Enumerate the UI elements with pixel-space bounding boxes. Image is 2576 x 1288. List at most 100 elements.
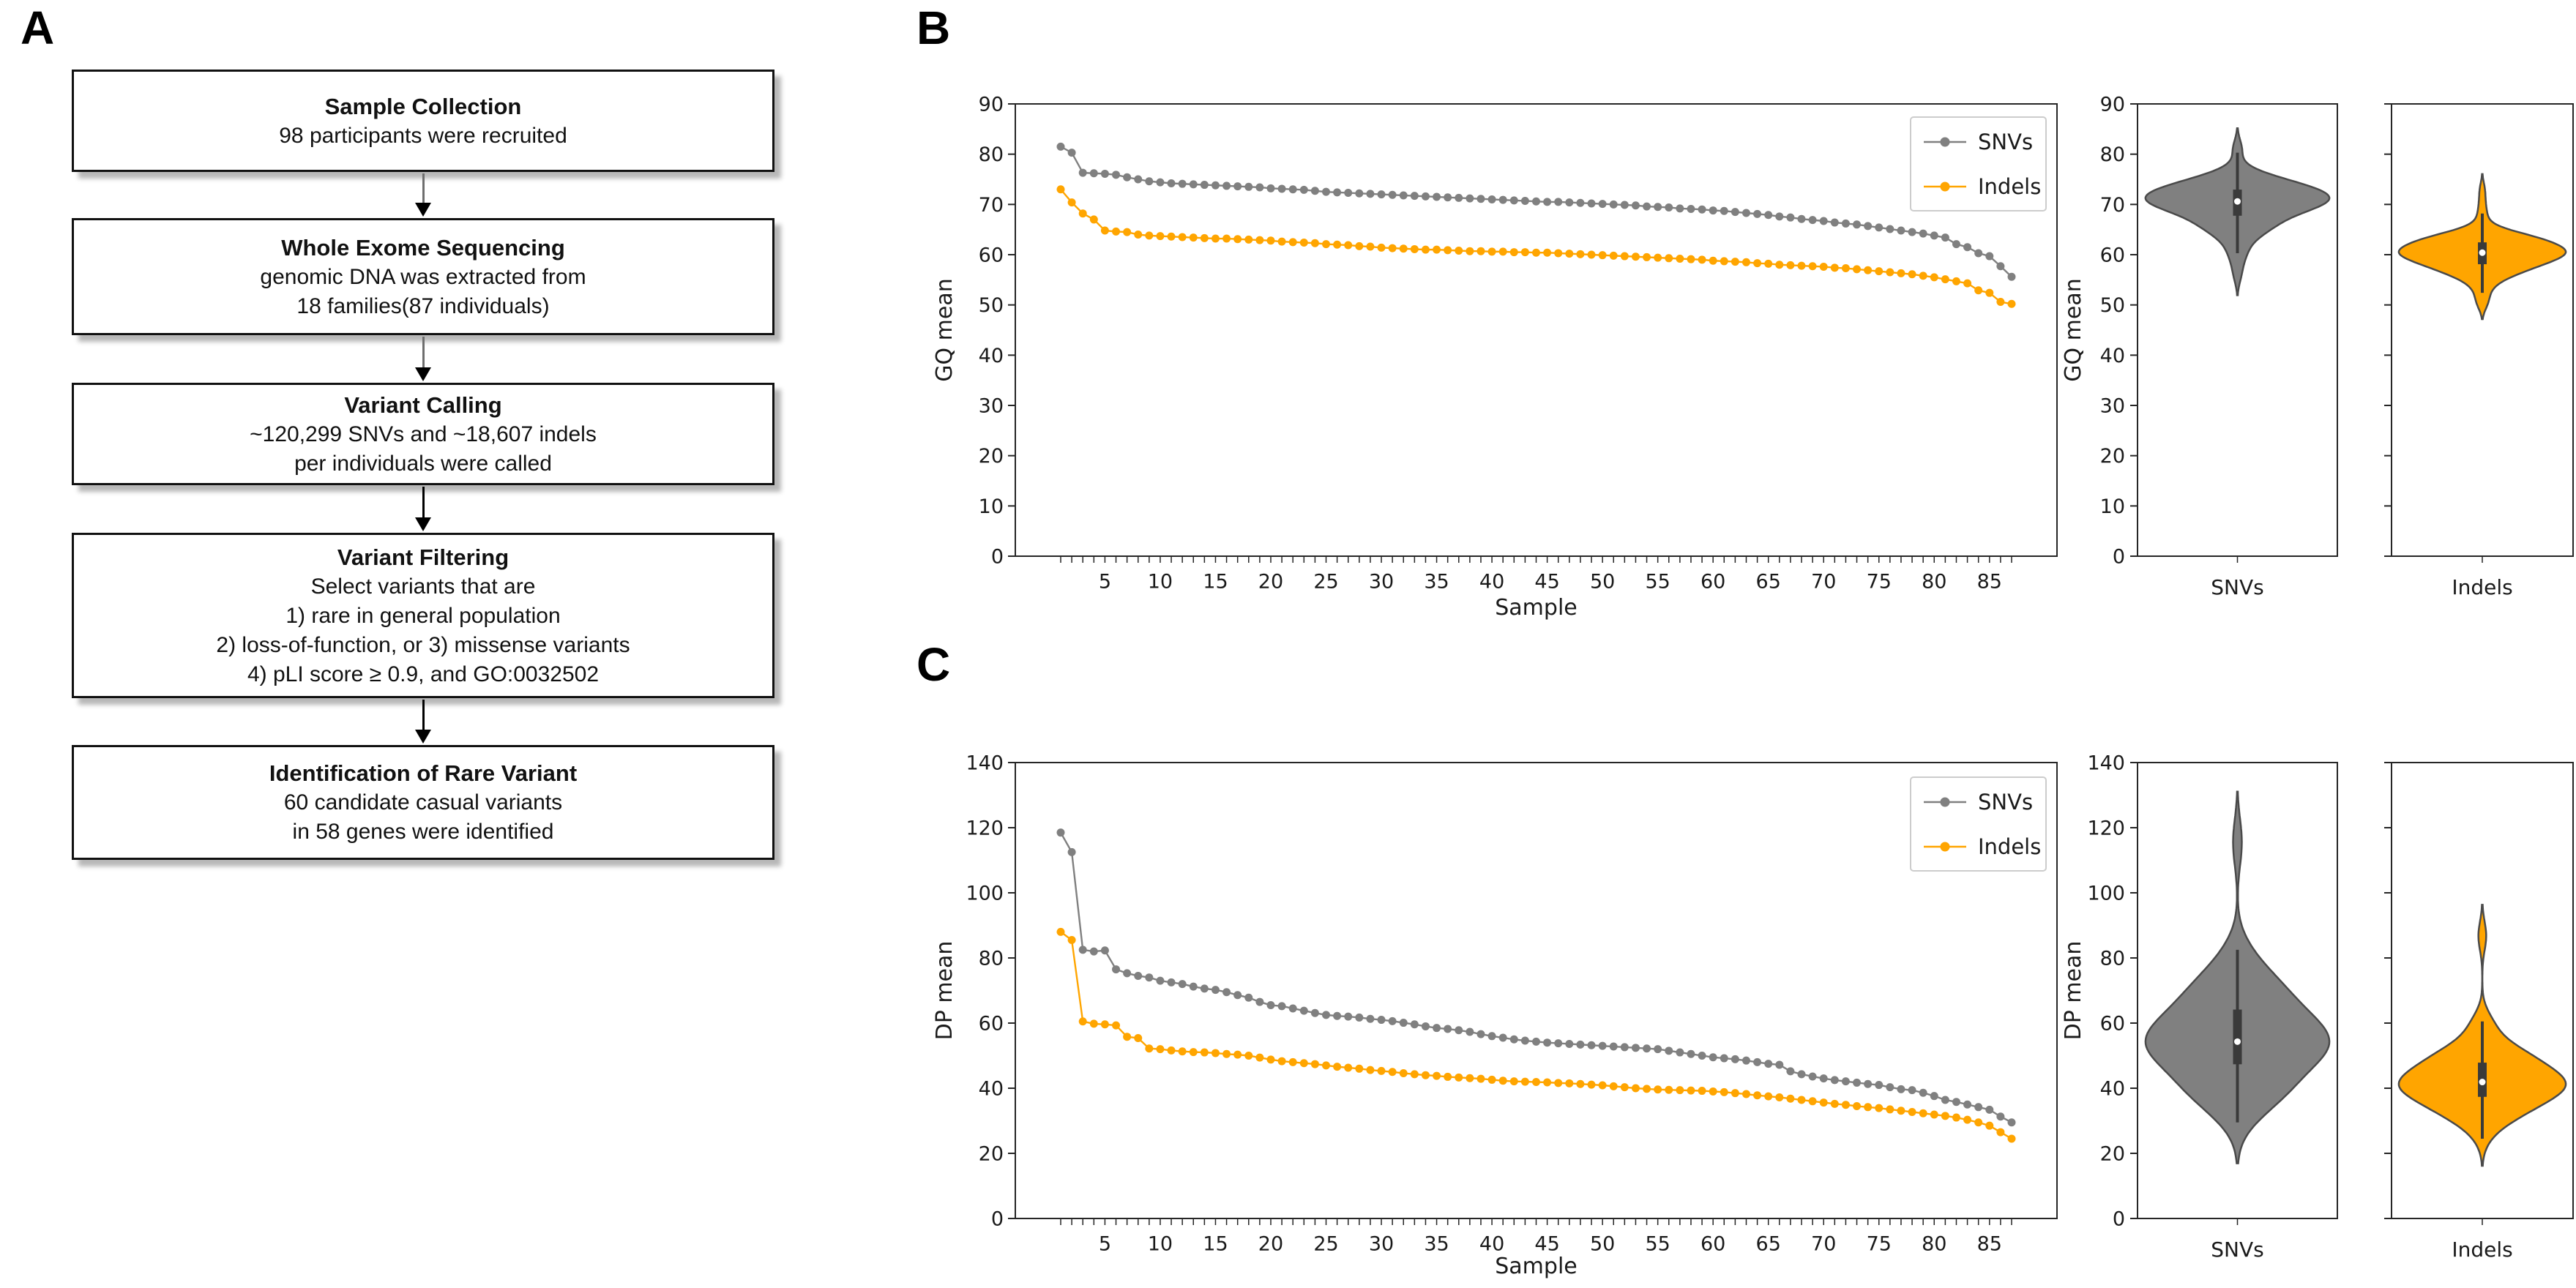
data-point-marker [1476, 195, 1485, 203]
y-tick-label: 20 [979, 1142, 1004, 1165]
data-point-marker [1543, 198, 1552, 206]
data-point-marker [1587, 250, 1596, 259]
data-point-marker [1366, 242, 1375, 251]
data-point-marker [1222, 181, 1231, 190]
data-point-marker [1587, 1080, 1596, 1089]
data-point-marker [1421, 245, 1430, 254]
data-point-marker [1509, 1077, 1518, 1086]
data-point-marker [1266, 1001, 1275, 1010]
data-point-marker [1498, 195, 1507, 204]
data-point-marker [1145, 1044, 1154, 1053]
data-point-marker [1399, 191, 1408, 200]
data-point-marker [1687, 205, 1695, 214]
arrow-shaft [422, 700, 425, 732]
y-tick-label: 80 [979, 143, 1004, 166]
data-point-marker [1355, 242, 1364, 250]
data-point-marker [1433, 192, 1441, 201]
data-point-marker [1476, 1074, 1485, 1083]
legend-label: Indels [1978, 174, 2041, 199]
data-point-marker [1930, 1110, 1938, 1119]
data-point-marker [1886, 225, 1894, 233]
category-label: SNVs [2211, 1238, 2263, 1262]
data-point-marker [1089, 215, 1098, 224]
data-point-marker [1841, 264, 1850, 273]
data-point-marker [1100, 946, 1109, 955]
legend-marker-icon [1940, 181, 1950, 192]
data-point-marker [1853, 265, 1862, 274]
y-axis-title: GQ mean [2061, 278, 2086, 381]
x-tick-label: 40 [1479, 570, 1504, 593]
data-point-marker [1908, 1086, 1916, 1095]
data-point-marker [2007, 272, 2016, 281]
y-tick-label: 140 [966, 752, 1004, 774]
data-point-marker [1897, 1107, 1905, 1115]
data-point-marker [1178, 233, 1187, 242]
flow-box-text-line: 1) rare in general population [285, 603, 561, 628]
data-point-marker [1864, 1103, 1873, 1112]
arrow-head [415, 367, 431, 381]
data-point-marker [1344, 241, 1353, 250]
y-tick-label: 30 [2100, 394, 2125, 417]
data-point-marker [1067, 936, 1076, 945]
flow-box-text-line: genomic DNA was extracted from [260, 264, 586, 289]
data-point-marker [1498, 1077, 1507, 1085]
y-tick-label: 0 [991, 1208, 1004, 1230]
data-point-marker [1310, 1060, 1319, 1068]
panel-c-label: C [916, 638, 951, 691]
x-tick-label: 65 [1756, 570, 1781, 593]
data-point-marker [1875, 1104, 1884, 1112]
data-point-marker [1255, 236, 1264, 244]
data-point-marker [1532, 1078, 1540, 1087]
y-tick-label: 70 [2100, 194, 2125, 217]
data-point-marker [1255, 997, 1264, 1006]
data-point-marker [1200, 984, 1209, 993]
legend-marker-icon [1940, 137, 1950, 147]
data-point-marker [1178, 179, 1187, 188]
x-tick-label: 5 [1099, 570, 1111, 593]
data-point-marker [1178, 1047, 1187, 1056]
flow-box-step-5: Identification of Rare Variant 60 candida… [72, 745, 774, 860]
data-point-marker [1067, 847, 1076, 856]
data-point-marker [1112, 965, 1121, 974]
data-point-marker [1974, 286, 1983, 295]
data-point-marker [1797, 1070, 1806, 1079]
y-tick-label: 40 [979, 1077, 1004, 1100]
data-point-marker [1145, 973, 1154, 982]
legend-label: SNVs [1978, 130, 2033, 154]
data-point-marker [1643, 202, 1651, 211]
x-tick-label: 45 [1534, 1232, 1559, 1255]
data-point-marker [1985, 252, 1994, 261]
dp-violin-snvs: 0 20 40 60 80 100 120 140 DP mean SNVs [2061, 752, 2338, 1262]
data-point-marker [1996, 262, 2005, 271]
arrow-shaft [422, 173, 425, 205]
data-point-marker [1156, 1045, 1165, 1054]
data-point-marker [1498, 247, 1507, 256]
data-point-marker [1543, 1078, 1552, 1087]
data-point-marker [1764, 1092, 1773, 1101]
flow-box-text-line: per individuals were called [294, 451, 552, 476]
data-point-marker [1277, 1057, 1286, 1066]
x-tick-label: 15 [1203, 570, 1228, 593]
data-point-marker [1985, 1105, 1994, 1114]
y-tick-label: 70 [979, 194, 1004, 217]
data-point-marker [1808, 216, 1817, 225]
panel-c-charts: 0 20 40 60 80 100 120 140 5 10 15 20 25 30 35 40 45 50 55 6… [932, 752, 2574, 1279]
data-point-marker [1056, 142, 1065, 151]
median-dot [2479, 249, 2486, 256]
data-point-marker [1455, 247, 1463, 255]
data-point-marker [1620, 1043, 1629, 1052]
data-point-marker [1731, 1055, 1739, 1063]
data-point-marker [1654, 1085, 1662, 1094]
data-point-marker [1399, 1069, 1408, 1078]
data-point-marker [1908, 228, 1916, 236]
data-point-marker [1156, 178, 1165, 187]
data-point-marker [1299, 239, 1308, 247]
data-point-marker [1266, 236, 1275, 245]
x-tick-label: 60 [1700, 570, 1725, 593]
data-point-marker [1310, 187, 1319, 195]
data-point-marker [1598, 251, 1607, 260]
data-point-marker [1333, 1011, 1342, 1020]
legend-marker-icon [1940, 842, 1950, 852]
y-tick-label: 100 [966, 882, 1004, 905]
